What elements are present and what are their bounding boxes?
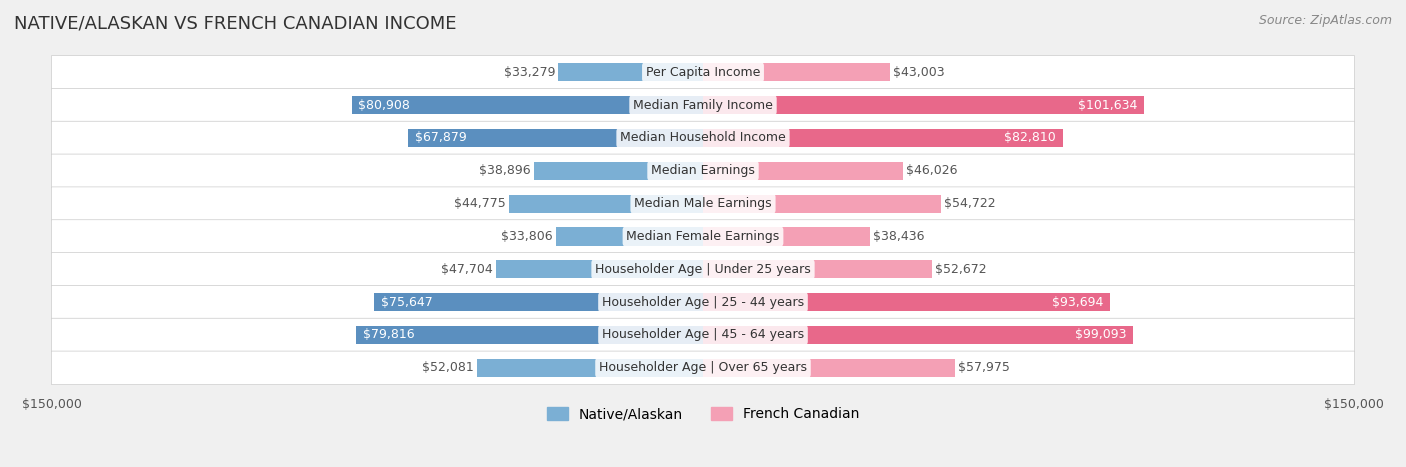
Text: $54,722: $54,722 (943, 197, 995, 210)
FancyBboxPatch shape (52, 220, 1354, 253)
Bar (703, 359, 955, 377)
Legend: Native/Alaskan, French Canadian: Native/Alaskan, French Canadian (541, 402, 865, 427)
Bar (557, 227, 703, 246)
Bar (703, 64, 890, 81)
Bar (477, 359, 703, 377)
Text: $67,879: $67,879 (415, 132, 467, 144)
Text: Median Female Earnings: Median Female Earnings (627, 230, 779, 243)
Bar (356, 326, 703, 344)
Text: $38,436: $38,436 (873, 230, 925, 243)
Text: Householder Age | 45 - 64 years: Householder Age | 45 - 64 years (602, 328, 804, 341)
Text: $79,816: $79,816 (363, 328, 415, 341)
Text: $75,647: $75,647 (381, 296, 433, 309)
FancyBboxPatch shape (52, 285, 1354, 319)
Text: $101,634: $101,634 (1078, 99, 1137, 112)
Text: Householder Age | 25 - 44 years: Householder Age | 25 - 44 years (602, 296, 804, 309)
FancyBboxPatch shape (52, 253, 1354, 286)
FancyBboxPatch shape (52, 318, 1354, 352)
Text: $80,908: $80,908 (359, 99, 411, 112)
Bar (534, 162, 703, 180)
Bar (703, 293, 1109, 311)
Bar (703, 195, 941, 212)
Text: $93,694: $93,694 (1052, 296, 1104, 309)
Text: $99,093: $99,093 (1076, 328, 1126, 341)
FancyBboxPatch shape (52, 121, 1354, 155)
Bar (703, 227, 870, 246)
Bar (703, 162, 903, 180)
FancyBboxPatch shape (52, 88, 1354, 122)
FancyBboxPatch shape (52, 351, 1354, 384)
Bar (703, 96, 1144, 114)
Bar (703, 326, 1133, 344)
Bar (408, 129, 703, 147)
Text: NATIVE/ALASKAN VS FRENCH CANADIAN INCOME: NATIVE/ALASKAN VS FRENCH CANADIAN INCOME (14, 14, 457, 32)
Text: $52,672: $52,672 (935, 263, 987, 276)
Text: $47,704: $47,704 (441, 263, 492, 276)
Text: $38,896: $38,896 (479, 164, 531, 177)
Text: Median Male Earnings: Median Male Earnings (634, 197, 772, 210)
Bar (558, 64, 703, 81)
Text: $52,081: $52,081 (422, 361, 474, 375)
FancyBboxPatch shape (52, 187, 1354, 220)
Text: $57,975: $57,975 (957, 361, 1010, 375)
Text: Source: ZipAtlas.com: Source: ZipAtlas.com (1258, 14, 1392, 27)
Text: Median Earnings: Median Earnings (651, 164, 755, 177)
Text: Per Capita Income: Per Capita Income (645, 66, 761, 79)
FancyBboxPatch shape (52, 56, 1354, 89)
Bar (374, 293, 703, 311)
Text: $44,775: $44,775 (454, 197, 505, 210)
Text: Householder Age | Over 65 years: Householder Age | Over 65 years (599, 361, 807, 375)
Text: $46,026: $46,026 (905, 164, 957, 177)
Bar (509, 195, 703, 212)
Text: Householder Age | Under 25 years: Householder Age | Under 25 years (595, 263, 811, 276)
Bar (352, 96, 703, 114)
Bar (703, 129, 1063, 147)
Text: Median Household Income: Median Household Income (620, 132, 786, 144)
Bar (496, 260, 703, 278)
Text: Median Family Income: Median Family Income (633, 99, 773, 112)
Text: $43,003: $43,003 (893, 66, 945, 79)
FancyBboxPatch shape (52, 154, 1354, 188)
Bar (703, 260, 932, 278)
Text: $82,810: $82,810 (1004, 132, 1056, 144)
Text: $33,806: $33,806 (502, 230, 553, 243)
Text: $33,279: $33,279 (503, 66, 555, 79)
